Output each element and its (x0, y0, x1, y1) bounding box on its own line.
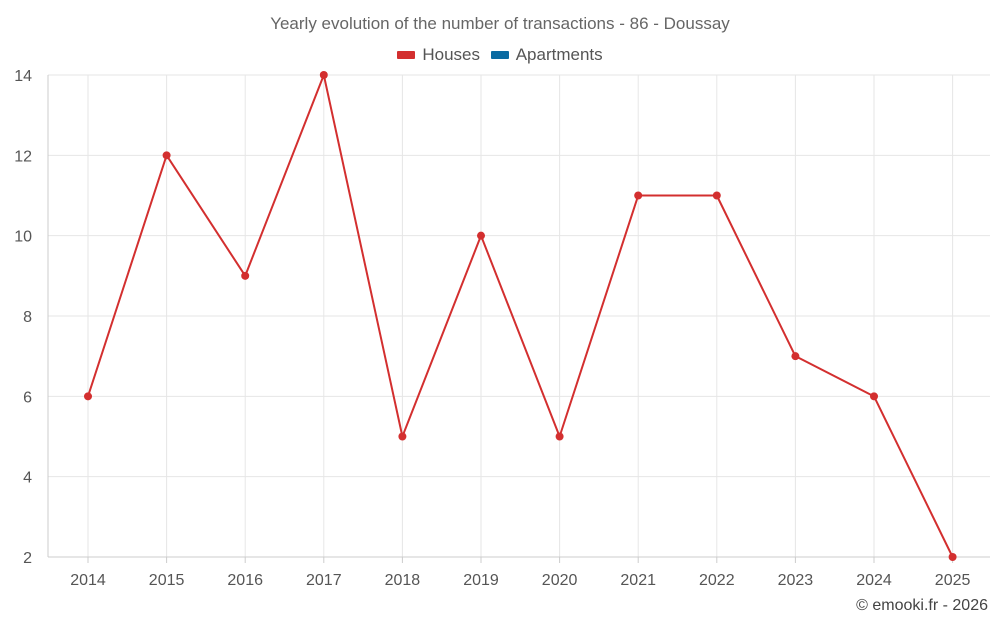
data-point-houses-2019 (477, 231, 485, 240)
x-tick-label-2014: 2014 (70, 572, 106, 589)
series-line-houses (87, 74, 954, 558)
legend-label-apartments: Apartments (515, 45, 603, 64)
y-tick-label-8: 8 (23, 309, 32, 326)
x-tick-label-2025: 2025 (935, 572, 971, 589)
y-tick-label-2: 2 (23, 550, 32, 567)
data-point-houses-2021 (634, 191, 643, 200)
y-tick-label-10: 10 (14, 229, 32, 246)
data-point-houses-2014 (84, 392, 92, 401)
data-point-houses-2025 (948, 553, 957, 561)
x-tick-label-2020: 2020 (542, 572, 578, 589)
data-point-houses-2016 (241, 271, 250, 280)
data-point-houses-2023 (791, 352, 800, 361)
x-tick-label-2015: 2015 (149, 572, 185, 589)
x-tick-label-2018: 2018 (385, 572, 421, 589)
x-tick-label-2021: 2021 (620, 572, 656, 589)
y-tick-label-6: 6 (23, 389, 32, 406)
x-tick-label-2022: 2022 (699, 572, 735, 589)
x-tick-label-2016: 2016 (227, 572, 263, 589)
y-tick-label-14: 14 (14, 68, 32, 85)
y-tick-label-12: 12 (14, 148, 32, 165)
legend-swatch-houses (397, 51, 416, 59)
data-point-houses-2017 (319, 71, 328, 79)
data-point-houses-2020 (555, 432, 564, 441)
x-tick-label-2019: 2019 (463, 572, 499, 589)
y-tick-label-4: 4 (23, 470, 32, 487)
legend-item-apartments[interactable]: Apartments (490, 45, 603, 65)
x-tick-label-2023: 2023 (778, 572, 814, 589)
credit: © emooki.fr - 2026 (856, 597, 988, 614)
data-point-houses-2024 (870, 392, 878, 401)
x-tick-label-2024: 2024 (856, 572, 892, 589)
data-point-houses-2018 (398, 432, 407, 441)
legend-label-houses: Houses (422, 45, 480, 64)
data-point-houses-2015 (162, 151, 171, 160)
x-tick-label-2017: 2017 (306, 572, 342, 589)
legend-item-houses[interactable]: Houses (397, 45, 480, 65)
chart-title: Yearly evolution of the number of transa… (270, 14, 730, 33)
legend: Houses Apartments (0, 44, 1000, 65)
legend-swatch-apartments (490, 51, 509, 59)
data-point-houses-2022 (712, 191, 721, 200)
